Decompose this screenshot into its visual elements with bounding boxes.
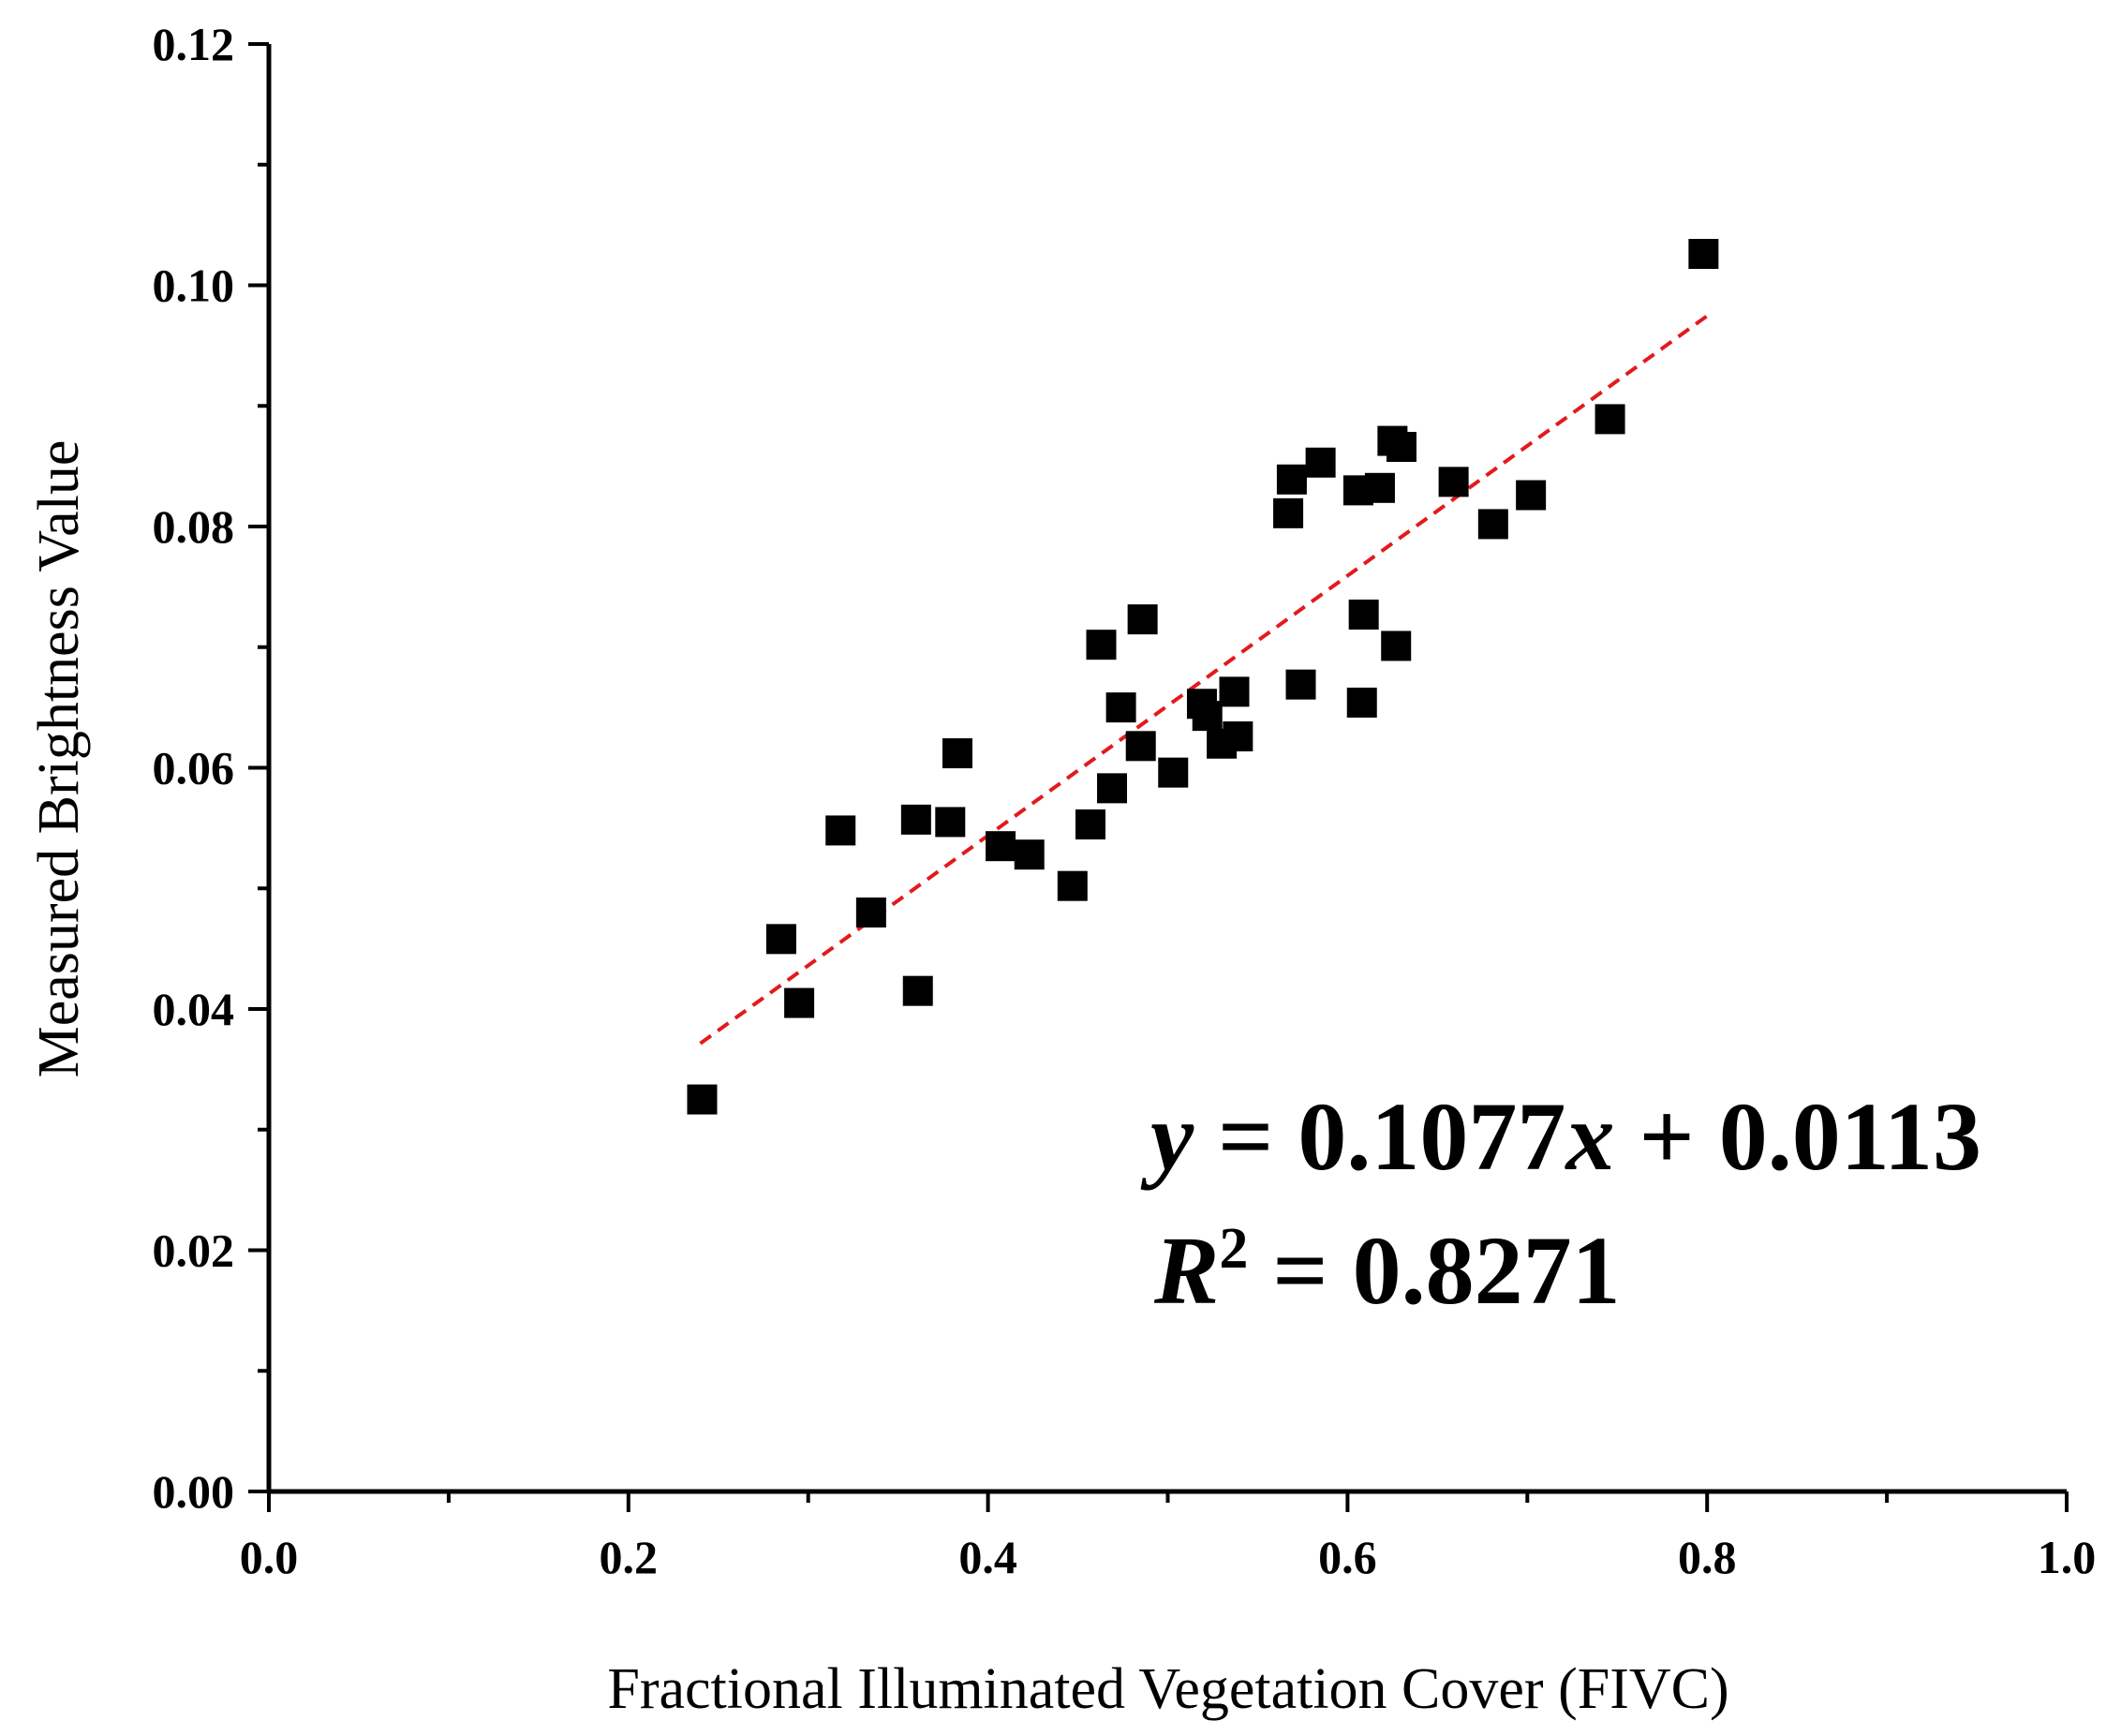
x-tick-label: 0.2: [600, 1531, 659, 1583]
data-point: [1276, 464, 1307, 495]
x-axis-title: Fractional Illuminated Vegetation Cover …: [607, 1657, 1728, 1721]
y-tick-label: 0.04: [153, 983, 235, 1035]
data-point: [1273, 497, 1304, 528]
y-tick-label: 0.12: [153, 18, 235, 70]
data-point: [1223, 721, 1253, 752]
data-point: [1348, 599, 1379, 630]
data-point: [1305, 447, 1336, 478]
y-tick-label: 0.02: [153, 1224, 235, 1277]
data-point: [825, 815, 856, 846]
data-point: [1381, 631, 1412, 661]
y-tick-label: 0.08: [153, 500, 235, 553]
data-point: [784, 987, 815, 1018]
data-point: [900, 804, 931, 835]
equation-x-symbol: x: [1564, 1083, 1614, 1191]
data-point: [1285, 669, 1316, 700]
data-point: [1057, 870, 1088, 901]
r-symbol: R: [1153, 1217, 1219, 1325]
data-points: [687, 239, 1719, 1115]
data-point: [935, 807, 966, 838]
data-point: [1127, 604, 1158, 635]
r-squared-value: = 0.8271: [1248, 1217, 1620, 1325]
data-point: [1192, 701, 1223, 732]
data-point: [687, 1084, 718, 1115]
data-point: [902, 975, 933, 1006]
ticks: [248, 42, 2069, 1512]
y-tick-label: 0.06: [153, 742, 235, 794]
data-point: [765, 924, 796, 955]
y-tick-label: 0.10: [153, 260, 235, 312]
data-point: [942, 738, 972, 769]
equation-intercept: + 0.0113: [1614, 1083, 1981, 1191]
data-point: [1219, 676, 1250, 707]
r-squared: R2 = 0.8271: [1153, 1217, 1621, 1325]
equation-slope: = 0.1077: [1194, 1083, 1565, 1191]
y-axis-title: Measured Brightness Value: [27, 440, 91, 1078]
data-point: [1346, 687, 1377, 718]
data-point: [1438, 467, 1469, 497]
y-tick-label: 0.00: [153, 1465, 235, 1518]
r-superscript: 2: [1219, 1217, 1248, 1281]
data-point: [1105, 692, 1136, 723]
data-point: [1086, 630, 1117, 660]
regression-equation: y = 0.1077x + 0.0113: [1140, 1083, 1981, 1191]
data-point: [1386, 432, 1416, 463]
regression-line: [699, 314, 1709, 1046]
data-point: [1125, 731, 1156, 762]
x-tick-label: 1.0: [2038, 1531, 2097, 1583]
data-point: [1688, 239, 1719, 270]
data-point: [986, 831, 1016, 862]
data-point: [1014, 839, 1045, 870]
x-tick-label: 0.8: [1678, 1531, 1737, 1583]
data-point: [1158, 757, 1189, 788]
data-point: [1364, 472, 1395, 503]
data-point: [1516, 480, 1547, 511]
x-tick-label: 0.6: [1318, 1531, 1377, 1583]
data-point: [1075, 809, 1105, 840]
data-point: [855, 898, 886, 927]
x-tick-label: 0.0: [240, 1531, 299, 1583]
data-point: [1594, 404, 1625, 435]
tick-labels: 0.0 0.2 0.4 0.6 0.8 1.0 0.00 0.02 0.04 0.06 0.08 0.…: [153, 18, 2097, 1583]
data-point: [1097, 773, 1128, 804]
x-tick-label: 0.4: [958, 1531, 1017, 1583]
equation-y-symbol: y: [1140, 1083, 1194, 1191]
data-point: [1477, 509, 1508, 540]
